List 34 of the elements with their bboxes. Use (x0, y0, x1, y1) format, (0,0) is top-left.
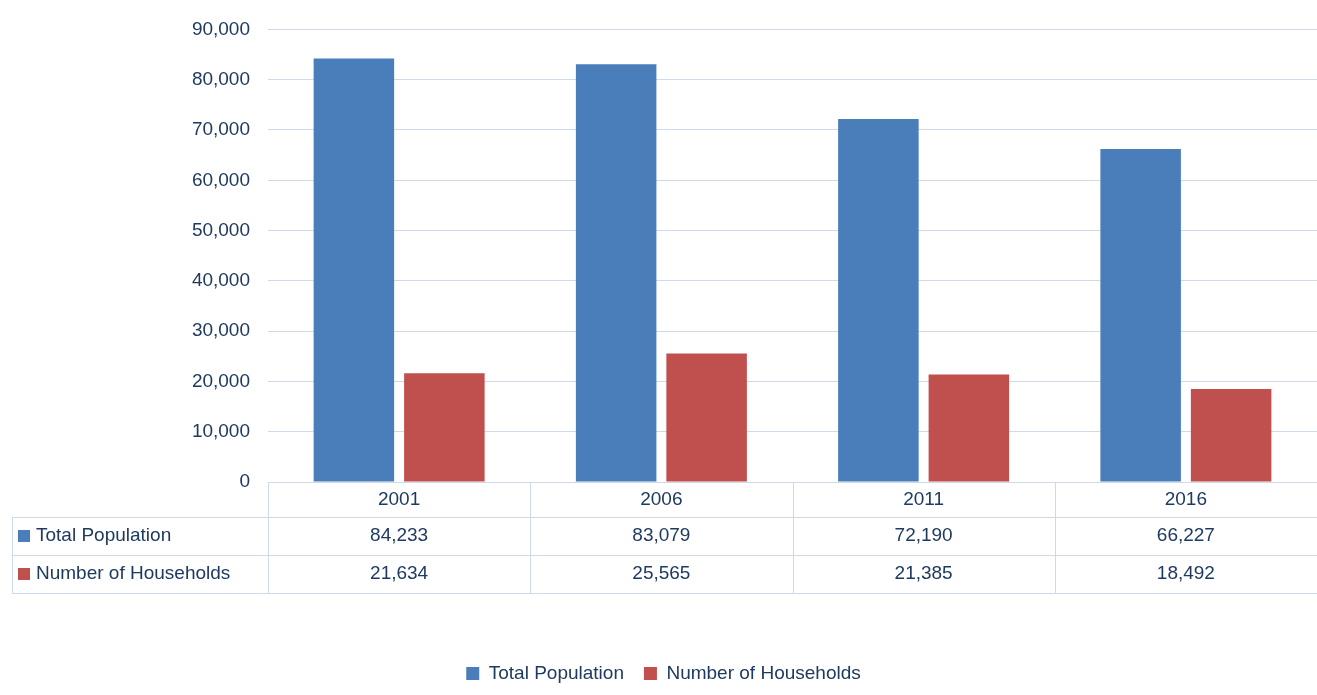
x-tick-label: 2011 (903, 487, 945, 509)
data-label: 21,634 (370, 562, 429, 584)
y-tick-label: 0 (239, 470, 250, 492)
bar (666, 353, 747, 482)
x-tick-label: 2006 (640, 487, 683, 509)
data-label: 21,385 (894, 562, 953, 584)
y-tick-label: 40,000 (191, 269, 250, 291)
y-tick-label: 80,000 (191, 67, 250, 89)
y-tick-label: 20,000 (191, 369, 250, 391)
bar (313, 58, 395, 482)
bar (1190, 389, 1272, 482)
y-tick-label: 70,000 (191, 118, 250, 140)
text: Total Population (488, 661, 624, 683)
data-label: 84,233 (370, 524, 429, 546)
y-tick-label: 10,000 (191, 419, 250, 441)
bar (838, 118, 919, 482)
bar (404, 373, 485, 482)
bar (928, 374, 1010, 482)
y-tick-label: 90,000 (191, 17, 250, 39)
legend-label: Number of Households (666, 661, 861, 683)
legend-label: Total Population (36, 524, 172, 546)
data-label: 66,227 (1156, 524, 1215, 546)
bar (575, 64, 657, 482)
data-label: 83,079 (632, 524, 691, 546)
y-tick-label: 50,000 (191, 218, 250, 240)
x-tick-label: 2016 (1164, 487, 1208, 509)
y-tick-label: 30,000 (191, 319, 250, 341)
data-label: 72,190 (894, 524, 953, 546)
text: Number of Households (36, 562, 231, 584)
bar (1100, 148, 1181, 482)
y-tick-label: 60,000 (191, 168, 250, 190)
data-label: 18,492 (1156, 562, 1215, 584)
data-label: 25,565 (632, 562, 691, 584)
x-tick-label: 2001 (377, 487, 421, 509)
